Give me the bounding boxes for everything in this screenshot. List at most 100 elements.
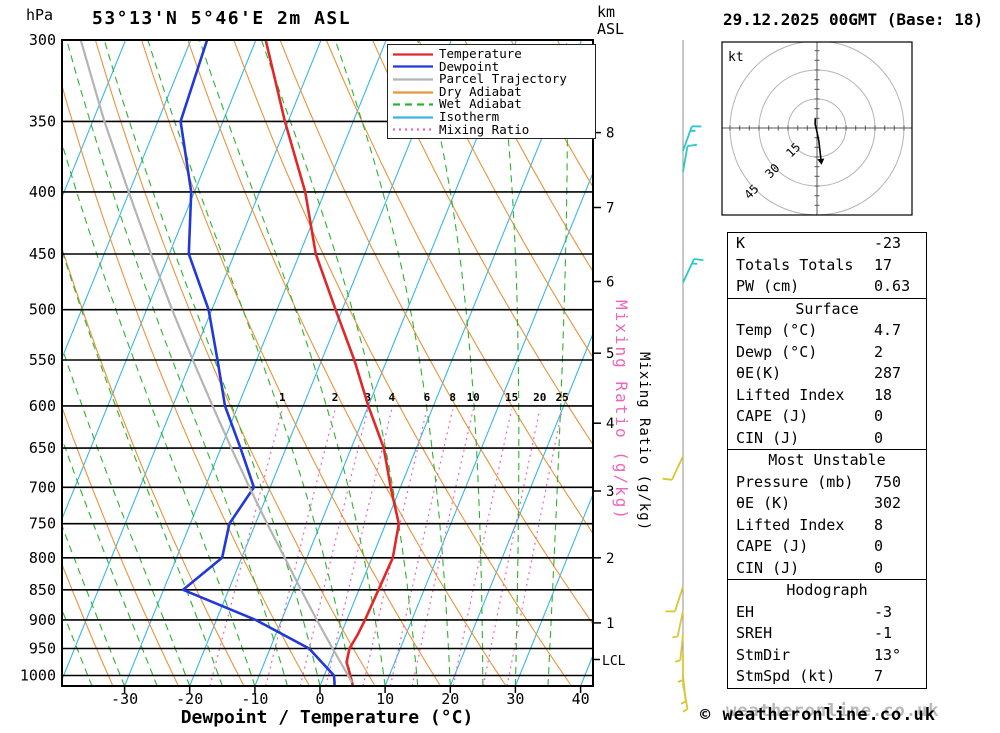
table-section-title: Most Unstable xyxy=(768,451,886,469)
table-row-sreh: SREH -1 xyxy=(728,623,926,645)
table-row-value: 4.7 xyxy=(874,321,902,339)
table-row-label: Lifted Index xyxy=(736,385,845,404)
km-tick-label: 3 xyxy=(606,484,614,500)
wind-barb xyxy=(672,610,684,639)
hodograph-trace xyxy=(814,118,822,159)
legend-line-sample xyxy=(393,65,433,68)
table-section-most-unstable: Most Unstable Pressure (mb) 750 θE (K) 302 Li… xyxy=(727,449,927,580)
altitude-axis: 1 2 3 4 5 6 7 8 xyxy=(593,126,614,661)
mixing-ratio-value-label: 6 xyxy=(424,391,431,404)
wind-barb xyxy=(682,683,689,713)
legend-line-sample xyxy=(393,116,433,119)
mixing-ratio-value-label: 8 xyxy=(449,391,456,404)
legend-item-dewpoint: Dewpoint xyxy=(388,58,595,74)
temperature-tick-label: 0 xyxy=(315,690,324,708)
pressure-tick-label: 950 xyxy=(29,640,56,658)
wind-barb-column xyxy=(662,40,704,713)
mixing-ratio-value-labels: 1 2 3 4 6 8 10 15 20 25 xyxy=(279,391,569,404)
pressure-tick-label: 300 xyxy=(29,31,56,49)
km-tick-label: 8 xyxy=(606,126,614,142)
table-row-value: 2 xyxy=(874,342,884,361)
table-row-value: -3 xyxy=(874,602,893,621)
table-row-label: CIN (J) xyxy=(736,428,800,447)
km-tick-label: 7 xyxy=(606,201,614,217)
table-row-value: 17 xyxy=(874,255,893,274)
table-row-e-k: θE (K) 302 xyxy=(728,493,926,515)
table-row-value: 287 xyxy=(874,364,902,382)
mixing-ratio-value-label: 4 xyxy=(388,391,395,404)
temperature-tick-label: 10 xyxy=(376,690,394,708)
table-section-title: Hodograph xyxy=(786,581,868,599)
datetime-title: 29.12.2025 00GMT (Base: 18) xyxy=(723,10,984,29)
pressure-tick-label: 850 xyxy=(29,581,56,599)
pressure-tick-label: 550 xyxy=(29,351,56,369)
km-tick-label: 6 xyxy=(606,275,614,291)
legend-item-label: Dewpoint xyxy=(439,58,500,74)
table-row-stmdir: StmDir 13° xyxy=(728,645,926,667)
table-row-value: 302 xyxy=(874,494,902,512)
mixing-ratio-value-label: 3 xyxy=(364,391,371,404)
table-row-value: -23 xyxy=(874,234,902,252)
table-row-value: 7 xyxy=(874,667,884,685)
temperature-curve xyxy=(264,40,401,686)
table-row-value: 13° xyxy=(874,645,902,664)
altitude-unit-km: km xyxy=(597,3,616,21)
table-row-label: CAPE (J) xyxy=(736,407,809,425)
pressure-tick-label: 750 xyxy=(29,515,56,533)
profile-curves xyxy=(79,40,401,686)
table-group-indices: K -23 Totals Totals 17 PW (cm) 0.63 xyxy=(727,232,927,299)
legend-line-sample xyxy=(393,53,433,56)
table-row-label: Totals Totals xyxy=(736,255,854,274)
table-row-label: StmSpd (kt) xyxy=(736,667,836,685)
pressure-tick-label: 650 xyxy=(29,439,56,457)
legend-item-parcel-trajectory: Parcel Trajectory xyxy=(388,73,595,86)
temperature-tick-label: -20 xyxy=(176,690,203,708)
table-section-hodograph: Hodograph EH -3 SREH -1 StmDir 13° StmSpd (kt) 7 xyxy=(727,579,927,689)
table-section-surface: Surface Temp (°C) 4.7 Dewp (°C) 2 θE(K) 287 Lif… xyxy=(727,297,927,450)
legend-line-sample xyxy=(393,103,433,106)
wind-barb xyxy=(665,586,684,613)
plot-border xyxy=(61,39,594,687)
legend-item-label: Isotherm xyxy=(439,108,500,124)
pressure-tick-label: 450 xyxy=(29,245,56,263)
table-row-label: Temp (°C) xyxy=(736,321,818,339)
table-row-label: Dewp (°C) xyxy=(736,342,818,361)
table-row-value: 0 xyxy=(874,558,884,577)
table-row-pressure-mb: Pressure (mb) 750 xyxy=(728,472,926,494)
table-row-label: SREH xyxy=(736,624,773,642)
wind-barb xyxy=(682,143,698,172)
temperature-axis: -30 -20 -10 0 10 20 30 40 xyxy=(111,686,590,708)
table-row-label: Pressure (mb) xyxy=(736,472,854,491)
temperature-tick-label: 40 xyxy=(572,690,590,708)
temperature-tick-label: 20 xyxy=(441,690,459,708)
legend-item-wet-adiabat: Wet Adiabat xyxy=(388,98,595,111)
chart-legend: Temperature Dewpoint Parcel Trajectory Dry … xyxy=(387,44,596,140)
km-tick-label: 5 xyxy=(606,346,614,362)
table-row-label: θE (K) xyxy=(736,494,791,512)
pressure-tick-label: 350 xyxy=(29,112,56,130)
table-row-label: Lifted Index xyxy=(736,515,845,534)
km-tick-label: 4 xyxy=(606,416,614,432)
mixing-ratio-value-label: 25 xyxy=(556,391,569,404)
pressure-tick-label: 500 xyxy=(29,301,56,319)
mixing-ratio-lines xyxy=(209,409,563,686)
table-row-label: StmDir xyxy=(736,645,791,664)
pressure-tick-label: 400 xyxy=(29,183,56,201)
legend-item-label: Mixing Ratio xyxy=(439,121,530,137)
km-tick-label: 2 xyxy=(606,551,614,567)
table-row-k: K -23 xyxy=(728,233,926,255)
temperature-tick-label: 30 xyxy=(506,690,524,708)
pressure-tick-label: 1000 xyxy=(20,667,56,685)
dewpoint-curve xyxy=(179,40,336,686)
pressure-tick-label: 700 xyxy=(29,478,56,496)
table-row-value: 0 xyxy=(874,428,884,447)
station-title: 53°13'N 5°46'E 2m ASL xyxy=(92,8,352,29)
table-row-cin-j: CIN (J) 0 xyxy=(728,428,926,450)
mixing-ratio-value-label: 15 xyxy=(505,391,518,404)
wind-barb xyxy=(674,634,684,663)
table-section-title: Surface xyxy=(795,299,859,318)
table-row-cape-j: CAPE (J) 0 xyxy=(728,406,926,428)
table-row-cape-j: CAPE (J) 0 xyxy=(728,536,926,558)
legend-item-label: Temperature xyxy=(439,46,522,61)
